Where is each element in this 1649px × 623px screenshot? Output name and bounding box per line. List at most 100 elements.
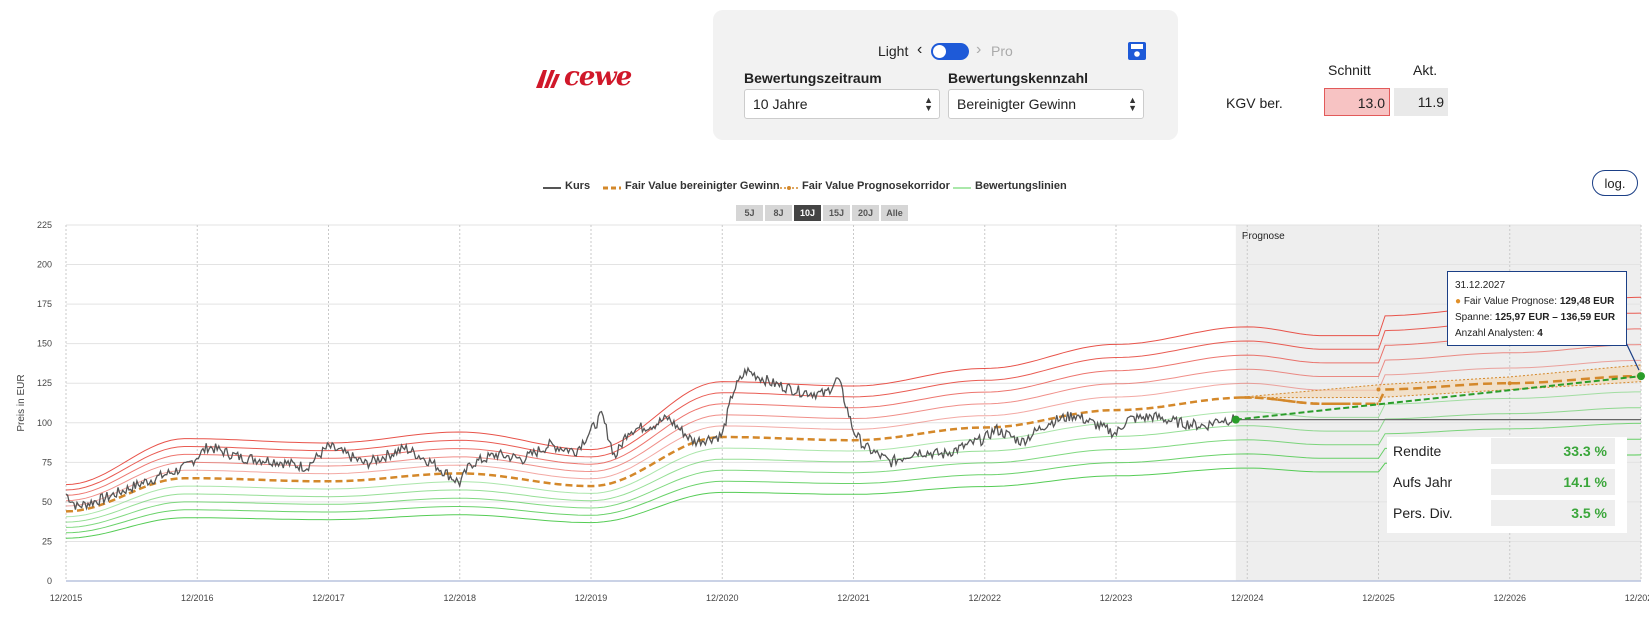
- fair-value-line: [65, 396, 1379, 513]
- legend-bewertung[interactable]: Bewertungslinien: [975, 180, 1067, 192]
- legend-prognose[interactable]: Fair Value Prognosekorridor: [802, 180, 950, 192]
- toggle-light-label[interactable]: Light: [878, 43, 909, 59]
- stat-label: Pers. Div.: [1393, 505, 1453, 521]
- x-tick-label: 12/2015: [50, 593, 83, 603]
- y-tick-label: 150: [37, 339, 52, 349]
- x-tick-label: 12/2027: [1625, 593, 1649, 603]
- x-tick-label: 12/2022: [968, 593, 1001, 603]
- valuation-line: [65, 407, 1641, 523]
- valuation-line: [65, 422, 1641, 528]
- tooltip-analysten-value: 4: [1537, 328, 1543, 339]
- stat-aufs-jahr: Aufs Jahr 14.1 %: [1387, 468, 1627, 496]
- legend-fair-value[interactable]: Fair Value bereinigter Gewinn: [625, 180, 780, 192]
- legend-bewertung-swatch: [953, 187, 971, 189]
- tooltip-fv-label: Fair Value Prognose:: [1463, 296, 1558, 307]
- y-tick-label: 50: [42, 497, 52, 507]
- y-tick-label: 75: [42, 457, 52, 467]
- tooltip-spanne-value: 125,97 EUR – 136,59 EUR: [1495, 312, 1616, 323]
- x-tick-label: 12/2017: [312, 593, 345, 603]
- kennzahl-select[interactable]: Bereinigter Gewinn ▲ ▼: [948, 89, 1144, 119]
- chart-tooltip: 31.12.2027 ● Fair Value Prognose: 129,48…: [1447, 271, 1627, 346]
- range-button-8j[interactable]: 8J: [765, 205, 792, 221]
- x-tick-label: 12/2018: [443, 593, 476, 603]
- forecast-low-line: [1235, 381, 1642, 399]
- mode-toggle-row: Light ‹ › Pro: [713, 40, 1178, 64]
- cewe-logo: cewe: [536, 62, 656, 94]
- toggle-pro-label[interactable]: Pro: [991, 43, 1013, 59]
- valuation-line: [65, 312, 1642, 491]
- x-tick-label: 12/2019: [575, 593, 608, 603]
- forecast-point: [1376, 387, 1381, 392]
- valuation-line: [65, 454, 1642, 539]
- tooltip-spanne: Spanne: 125,97 EUR – 136,59 EUR: [1455, 310, 1619, 326]
- valuation-line: [65, 438, 1641, 534]
- y-tick-label: 25: [42, 536, 52, 546]
- x-tick-label: 12/2024: [1231, 593, 1264, 603]
- tooltip-date: 31.12.2027: [1455, 280, 1506, 291]
- range-button-20j[interactable]: 20J: [852, 205, 879, 221]
- y-tick-label: 175: [37, 299, 52, 309]
- y-tick-label: 225: [37, 220, 52, 230]
- legend-prognose-swatch: [780, 186, 798, 190]
- legend-kurs-swatch: [543, 187, 561, 189]
- range-button-15j[interactable]: 15J: [823, 205, 850, 221]
- valuation-line: [65, 391, 1641, 518]
- forecast-high-line: [1235, 364, 1642, 399]
- x-tick-label: 12/2026: [1493, 593, 1526, 603]
- tooltip-fv-value: 129,48 EUR: [1559, 296, 1615, 307]
- return-stats: Rendite 33.3 % Aufs Jahr 14.1 % Pers. Di…: [1387, 437, 1627, 533]
- stat-label: Rendite: [1393, 443, 1442, 459]
- forecast-return-line: [1235, 375, 1642, 421]
- tooltip-spanne-label: Spanne:: [1455, 312, 1493, 323]
- zeitraum-select-value: 10 Jahre: [753, 96, 808, 112]
- logo-text: cewe: [564, 62, 632, 92]
- x-tick-label: 12/2016: [181, 593, 214, 603]
- stat-pers-div: Pers. Div. 3.5 %: [1387, 499, 1627, 527]
- valuation-line: [65, 344, 1642, 502]
- tooltip-analysten: Anzahl Analysten: 4: [1455, 326, 1619, 342]
- kgv-schnitt-header: Schnitt: [1328, 62, 1371, 78]
- range-button-alle[interactable]: Alle: [881, 205, 908, 221]
- stat-value: 14.1 %: [1491, 469, 1615, 495]
- cewe-logo-mark: [536, 70, 560, 88]
- x-tick-label: 12/2023: [1100, 593, 1133, 603]
- toggle-knob: [933, 45, 946, 58]
- zeitraum-select[interactable]: 10 Jahre ▲ ▼: [744, 89, 940, 119]
- forecast-point: [1507, 381, 1512, 386]
- stat-value: 3.5 %: [1491, 500, 1615, 526]
- kennzahl-select-value: Bereinigter Gewinn: [957, 96, 1077, 112]
- log-scale-button[interactable]: log.: [1592, 170, 1638, 196]
- stat-rendite: Rendite 33.3 %: [1387, 437, 1627, 465]
- forecast-corridor: [1235, 364, 1641, 398]
- control-panel: Light ‹ › Pro Bewertungszeitraum Bewertu…: [713, 10, 1178, 140]
- kgv-akt-header: Akt.: [1413, 62, 1438, 78]
- fair-value-forecast-line: [1240, 374, 1642, 406]
- legend-fair-value-swatch: [603, 186, 621, 190]
- stat-label: Aufs Jahr: [1393, 474, 1453, 490]
- save-icon[interactable]: [1127, 41, 1147, 61]
- tooltip-analysten-label: Anzahl Analysten:: [1455, 328, 1535, 339]
- stat-value: 33.3 %: [1491, 438, 1615, 464]
- kurs-line: [65, 366, 1236, 511]
- kgv-label: KGV ber.: [1226, 95, 1283, 111]
- target-price-point: [1637, 372, 1645, 381]
- x-tick-label: 12/2021: [837, 593, 870, 603]
- mode-toggle-switch[interactable]: [931, 43, 969, 60]
- current-price-point: [1231, 415, 1240, 424]
- kgv-schnitt-value: 13.0: [1324, 88, 1390, 116]
- y-axis-label: Preis in EUR: [16, 374, 27, 431]
- x-tick-label: 12/2025: [1362, 593, 1395, 603]
- range-button-10j[interactable]: 10J: [794, 205, 821, 221]
- chevron-right-icon[interactable]: ›: [976, 41, 982, 58]
- y-tick-label: 200: [37, 260, 52, 270]
- chevron-left-icon[interactable]: ‹: [917, 41, 923, 58]
- select-arrows-icon: ▲ ▼: [1128, 95, 1137, 113]
- tooltip-dot-icon: ●: [1455, 296, 1462, 307]
- zeitraum-label: Bewertungszeitraum: [744, 70, 882, 86]
- valuation-line: [65, 328, 1641, 496]
- legend-kurs[interactable]: Kurs: [565, 180, 591, 192]
- select-arrows-icon: ▲ ▼: [924, 95, 933, 113]
- range-button-5j[interactable]: 5J: [736, 205, 763, 221]
- valuation-line: [65, 296, 1642, 486]
- kgv-akt-value: 11.9: [1394, 88, 1448, 116]
